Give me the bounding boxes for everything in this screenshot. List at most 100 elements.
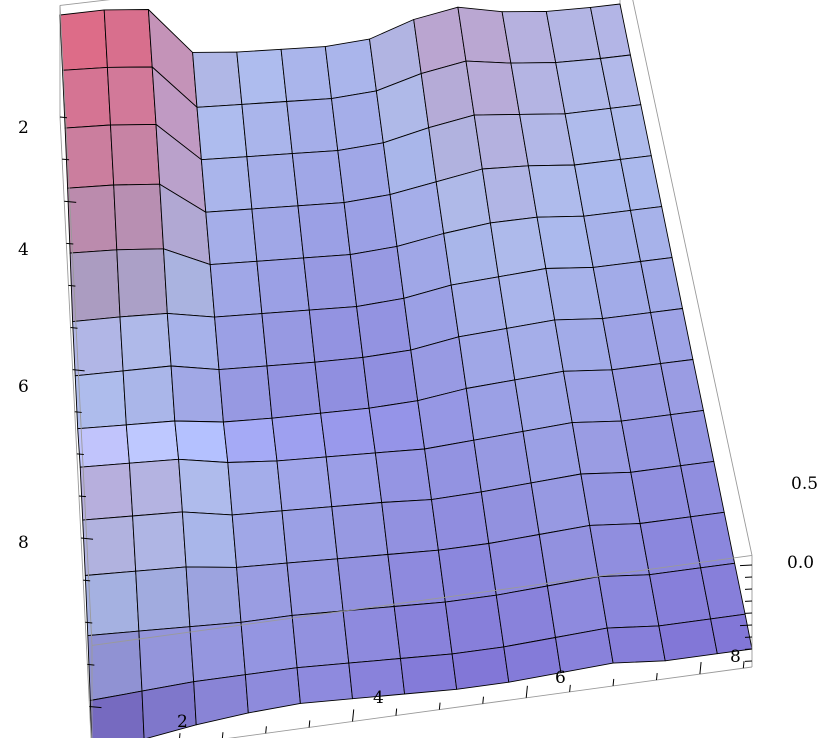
y-tick-label-4: 4 [18,240,29,260]
surface-cell [362,349,419,409]
surface-cell [458,327,516,389]
surface-cell [320,407,376,458]
tick-mark [438,702,441,710]
surface-cell [308,306,364,363]
surface-cell [314,356,370,414]
tick-mark [655,672,658,681]
surface-cell [231,510,288,568]
surface-cell [649,567,712,627]
surface [59,3,753,738]
surface-cell [431,491,490,551]
surface-cell [658,618,718,662]
surface-cell [545,266,604,321]
tick-mark [221,732,224,738]
surface-cell [374,448,432,503]
y-tick-label-6: 6 [18,377,29,397]
surface-cell [450,276,508,338]
tick-mark [85,621,93,624]
surface-cell [119,312,172,372]
surface-cell [620,414,682,473]
surface-cell [244,667,301,714]
z-tick-label-0.5: 0.5 [791,474,818,494]
surface-cell [331,90,384,152]
surface-cell [128,458,183,517]
surface-cell [465,379,524,441]
tick-mark [62,158,70,161]
surface-cell [546,576,608,638]
surface-cell [488,534,548,596]
surface-cell [611,363,672,422]
surface-cell [200,156,253,213]
surface-cell [251,205,305,262]
surface-cell [538,524,599,587]
surface-cell [297,202,351,259]
surface-cell [337,142,391,204]
tick-mark [612,678,615,686]
tick-mark [739,564,753,567]
surface-cell [110,123,161,186]
surface-cell [138,626,195,692]
surface-cell [451,646,510,690]
surface-cell [116,248,168,318]
x-tick-label-4: 4 [373,688,384,708]
surface-cell [522,422,582,484]
tick-mark [482,696,484,704]
surface-cell [424,439,482,501]
surface-cell [77,424,130,468]
surface-cell [64,124,115,189]
surface-cell [222,417,278,463]
surface-cell [103,9,153,68]
surface-cell [331,502,389,560]
box-edge [59,116,92,738]
tick-mark [308,720,311,728]
tick-mark [87,663,95,666]
surface-cell [349,245,405,308]
surface-cell [214,313,268,371]
surface-cell [79,462,134,521]
surface-cell [74,370,127,430]
surface-cell [106,66,157,126]
tick-mark [352,709,355,722]
surface-cell [185,566,242,628]
surface-cell [381,499,439,555]
surface-cell [67,184,118,254]
surface-cell [82,515,137,576]
surface-cell [236,48,288,105]
surface-cell [125,420,180,464]
box-edge [91,554,753,646]
surface-cell [122,365,176,426]
tick-mark [742,661,745,669]
surface-cell [84,570,140,637]
surface-cell [205,208,258,266]
tick-mark [78,495,86,498]
surface-cell [400,653,458,695]
surface-cell [89,690,145,738]
surface-cell [324,38,377,100]
surface-cell [291,150,345,207]
tick-mark [64,200,77,203]
x-tick-label-2: 2 [177,712,188,732]
surface-cell [530,473,591,535]
surface-cell [246,153,299,210]
surface-cell [514,370,573,432]
surface-cell [480,482,540,544]
tick-mark [66,242,74,245]
surface-cell [174,420,229,463]
surface-cell [62,66,111,129]
tick-mark [265,726,267,734]
surface-cell [562,369,622,424]
surface-cell [437,543,497,603]
surface-cell [443,222,500,286]
surface-cell [266,361,322,419]
surface-cell [181,511,238,568]
surface-cell [639,516,702,576]
tick-mark [72,369,85,372]
surface-cell [325,452,383,508]
surface-cell [280,46,332,102]
surface-cell [303,254,358,311]
tick-mark [739,624,753,627]
surface-cell [343,194,398,256]
surface-cell [281,506,338,564]
surface-cell [286,98,339,155]
